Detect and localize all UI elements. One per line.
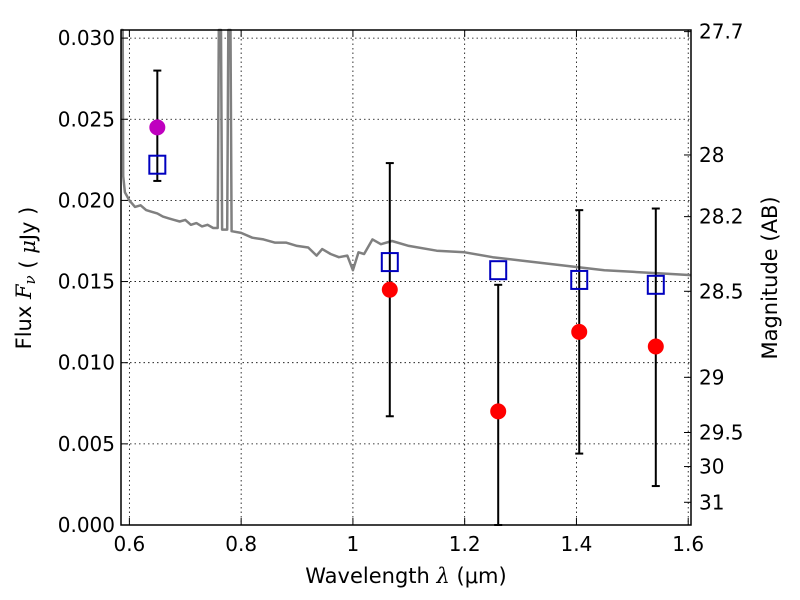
- model-spectrum-series: [121, 28, 692, 277]
- data-point: [490, 403, 507, 420]
- model-point: [489, 260, 508, 281]
- y-tick-label: 0.000: [58, 513, 115, 537]
- model-point: [380, 252, 399, 273]
- y-tick-label: 0.030: [58, 26, 115, 50]
- model-point: [148, 154, 167, 175]
- data-point: [571, 323, 588, 340]
- right-tick-label: 29: [699, 365, 724, 389]
- grid: [121, 30, 691, 526]
- x-tick-label: 0.8: [225, 532, 257, 556]
- spectrum-line: [121, 28, 692, 277]
- right-tick-label: 31: [699, 490, 724, 514]
- error-bars: [153, 69, 660, 526]
- data-point: [149, 119, 166, 136]
- x-tick-label: 0.6: [113, 532, 145, 556]
- plot-frame: [120, 29, 692, 526]
- model-point: [646, 274, 665, 295]
- ticks: [121, 30, 691, 526]
- y-tick-label: 0.005: [58, 432, 115, 456]
- right-tick-label: 29.5: [699, 420, 744, 444]
- model-point: [570, 269, 589, 290]
- data-point: [381, 281, 398, 298]
- data-markers: [148, 119, 665, 420]
- right-tick-label: 27.7: [699, 20, 744, 44]
- data-point: [647, 338, 664, 355]
- y-tick-label: 0.025: [58, 107, 115, 131]
- x-tick-label: 1.6: [672, 532, 704, 556]
- right-tick-label: 28: [699, 143, 724, 167]
- x-tick-label: 1.4: [561, 532, 593, 556]
- y-tick-label: 0.020: [58, 188, 115, 212]
- x-tick-label: 1: [347, 532, 360, 556]
- x-tick-label: 1.2: [449, 532, 481, 556]
- right-tick-label: 28.2: [699, 205, 744, 229]
- y-tick-label: 0.015: [58, 270, 115, 294]
- right-tick-label: 30: [699, 455, 724, 479]
- y-axis-label-left: Flux Fν ( μJy ): [12, 207, 40, 350]
- x-axis-label: Wavelength λ (μm): [305, 564, 506, 588]
- y-axis-label-right: Magnitude (AB): [758, 196, 782, 359]
- y-tick-label: 0.010: [58, 351, 115, 375]
- tick-labels: 0.6 0.8 1 1.2 1.4 1.6 0.000 0.005 0.010 0.015 0.02…: [58, 20, 744, 556]
- right-tick-label: 28.5: [699, 279, 744, 303]
